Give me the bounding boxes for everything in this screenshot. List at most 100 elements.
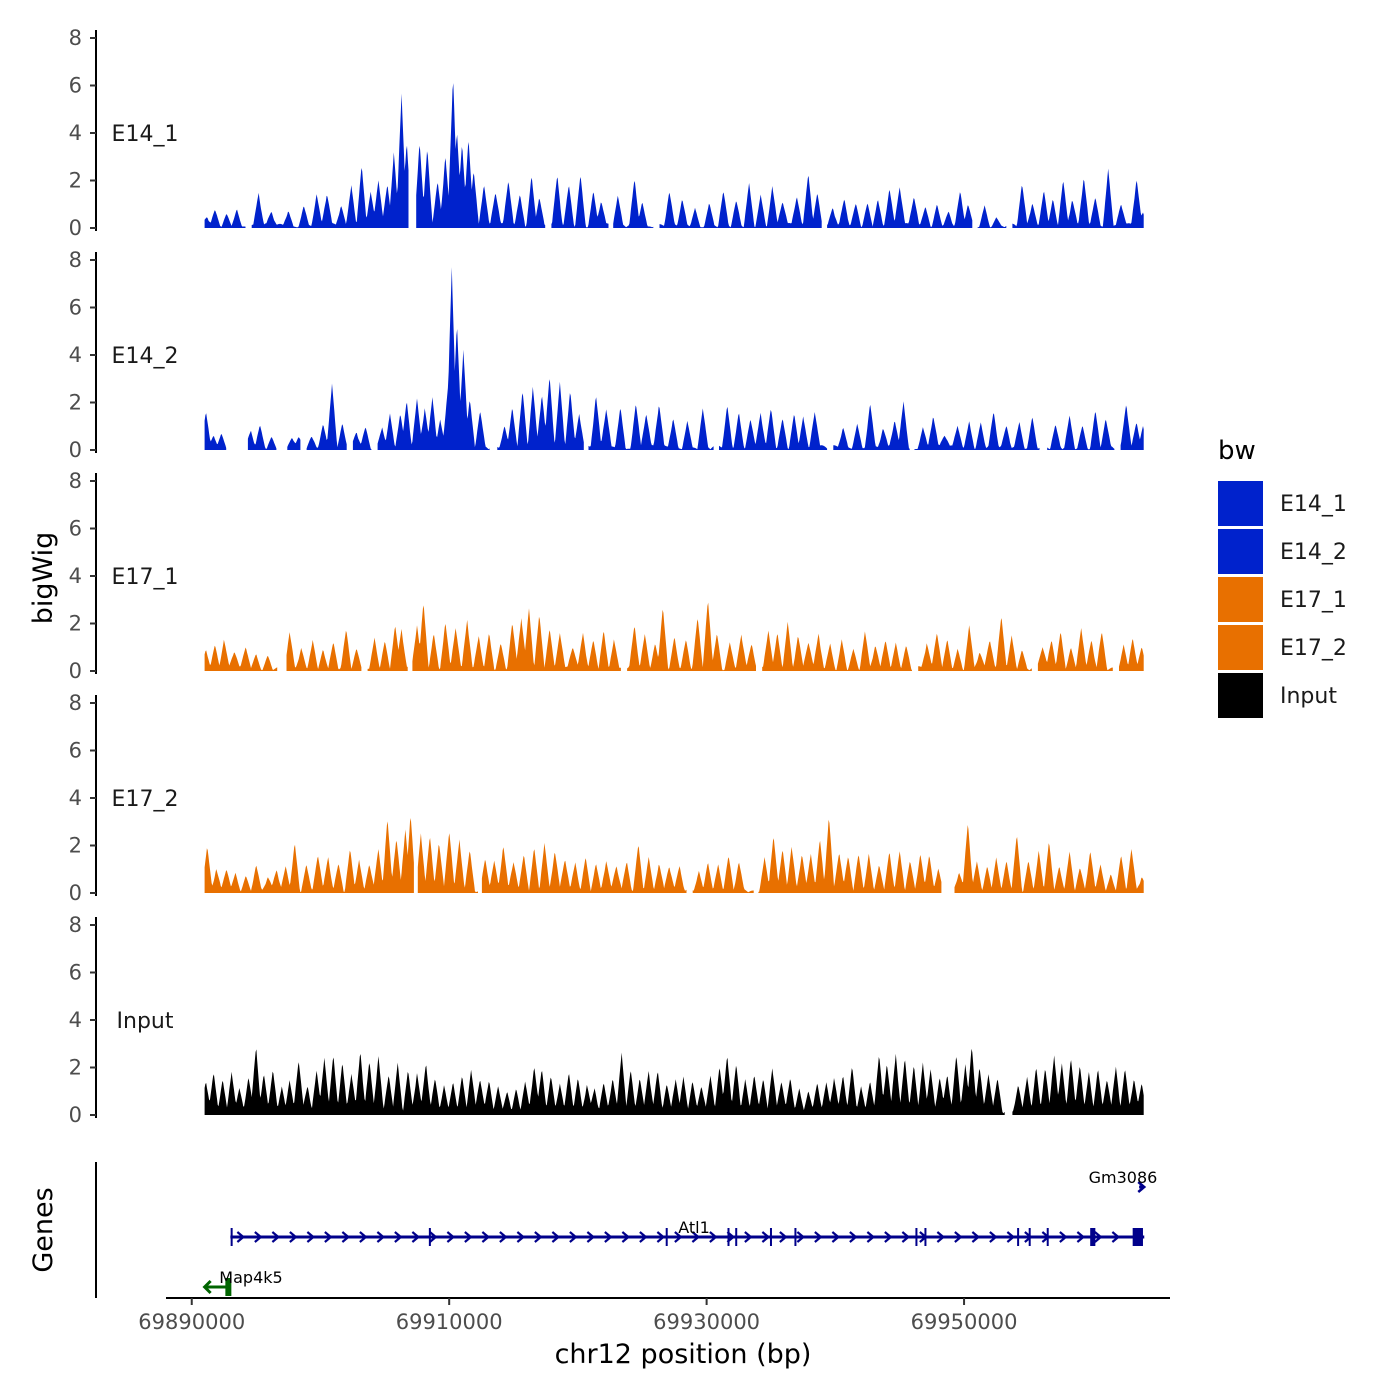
strand-arrow <box>1094 1231 1103 1243</box>
y-tick-label: 2 <box>69 1056 82 1080</box>
track-E17_1: 0 2 4 6 8 E17_1 <box>69 469 1144 683</box>
strand-arrow <box>901 1231 911 1243</box>
strand-arrow <box>236 1231 246 1243</box>
coverage-area <box>367 626 408 671</box>
strand-arrow <box>376 1231 386 1243</box>
strand-arrow <box>1006 1231 1016 1243</box>
y-tick-label: 6 <box>69 739 82 763</box>
coverage-area <box>417 833 478 893</box>
strand-arrow <box>604 1231 613 1243</box>
strand-arrow <box>796 1231 806 1243</box>
y-tick-label: 6 <box>69 74 82 98</box>
strand-arrow <box>639 1231 648 1243</box>
gene-Atl1: Atl1 <box>230 1218 1145 1246</box>
coverage-area <box>481 842 687 893</box>
y-tick-label: 0 <box>69 216 82 240</box>
coverage-area <box>204 639 278 671</box>
coverage-area <box>204 209 246 228</box>
x-tick-label: 69910000 <box>396 1310 503 1334</box>
strand-arrow <box>674 1231 683 1243</box>
coverage-area <box>1012 168 1144 228</box>
legend-swatch <box>1218 481 1263 526</box>
strand-arrow <box>814 1231 823 1243</box>
strand-arrow <box>1059 1231 1068 1243</box>
coverage-area <box>758 819 942 893</box>
y-tick-label: 4 <box>69 1008 82 1032</box>
coverage-area <box>762 621 912 671</box>
exon-block <box>1132 1228 1143 1246</box>
coverage-area <box>914 413 1040 450</box>
strand-arrow <box>394 1231 403 1243</box>
track-E17_2: 0 2 4 6 8 E17_2 <box>69 691 1144 905</box>
strand-arrow <box>621 1231 631 1243</box>
legend-swatch <box>1218 577 1263 622</box>
y-tick-label: 4 <box>69 121 82 145</box>
strand-arrow <box>464 1231 473 1243</box>
strand-arrow <box>429 1231 438 1243</box>
coverage-area <box>287 437 301 450</box>
coverage-area <box>833 401 910 450</box>
strand-arrow <box>586 1231 596 1243</box>
x-tick-label: 69950000 <box>911 1310 1018 1334</box>
y-tick-label: 8 <box>69 469 82 493</box>
strand-arrow <box>761 1231 771 1243</box>
coverage-area <box>692 857 754 893</box>
coverage-area <box>827 187 973 228</box>
coverage-area <box>416 83 546 228</box>
gene-label: Atl1 <box>678 1218 710 1237</box>
y-tick-label: 8 <box>69 691 82 715</box>
y-tick-label: 8 <box>69 248 82 272</box>
coverage-area <box>247 426 277 450</box>
legend-label: E14_1 <box>1280 492 1347 517</box>
coverage-area <box>954 825 1144 893</box>
coverage-area <box>588 397 714 450</box>
coverage-area <box>1119 639 1144 671</box>
legend: bw E14_1 E14_2 E17_1 E17_2 Input <box>1218 436 1347 718</box>
strand-arrow <box>341 1231 351 1243</box>
y-tick-label: 4 <box>69 343 82 367</box>
y-tick-label: 6 <box>69 517 82 541</box>
strand-arrow <box>202 1279 212 1295</box>
strand-arrow <box>884 1231 893 1243</box>
coverage-area <box>352 427 372 450</box>
track-label: E14_1 <box>112 122 179 147</box>
strand-arrow <box>306 1231 316 1243</box>
x-tick-label: 69930000 <box>653 1310 760 1334</box>
coverage-area <box>659 175 822 228</box>
coverage-area <box>1037 628 1113 671</box>
exon-block <box>225 1278 232 1296</box>
y-tick-label: 4 <box>69 564 82 588</box>
strand-arrow <box>271 1231 281 1243</box>
legend-label: E14_2 <box>1280 540 1347 565</box>
legend-label: E17_2 <box>1280 636 1347 661</box>
gene-Map4k5: Map4k5 <box>202 1268 283 1296</box>
coverage-area <box>613 181 654 228</box>
strand-arrow <box>499 1231 508 1243</box>
y-tick-label: 0 <box>69 659 82 683</box>
gene-models: Atl1 Gm3086 Map4k5 <box>202 1168 1157 1296</box>
coverage-area <box>377 267 490 450</box>
genes-axis-title: Genes <box>28 1187 59 1272</box>
strand-arrow <box>831 1231 841 1243</box>
coverage-area <box>1120 405 1144 450</box>
strand-arrow <box>551 1231 561 1243</box>
strand-arrow <box>411 1231 421 1243</box>
track-label: E17_1 <box>112 565 179 590</box>
strand-arrow <box>954 1231 963 1243</box>
strand-arrow <box>324 1231 333 1243</box>
y-tick-label: 4 <box>69 786 82 810</box>
coverage-area <box>551 177 609 228</box>
y-axis-title: bigWig <box>28 532 59 625</box>
strand-arrow <box>359 1231 368 1243</box>
track-label: E17_2 <box>112 787 179 812</box>
gene-panel: 69890000 69910000 69930000 69950000 Atl1 Gm3… <box>95 1162 1170 1334</box>
legend-title: bw <box>1218 436 1256 466</box>
coverage-area <box>204 818 414 893</box>
strand-arrow <box>516 1231 526 1243</box>
strand-arrow <box>989 1231 998 1243</box>
strand-arrow <box>656 1231 666 1243</box>
x-axis-ticks: 69890000 69910000 69930000 69950000 <box>138 1298 1017 1334</box>
coverage-area <box>286 630 362 671</box>
coverage-area <box>251 93 409 228</box>
strand-arrow <box>849 1231 858 1243</box>
